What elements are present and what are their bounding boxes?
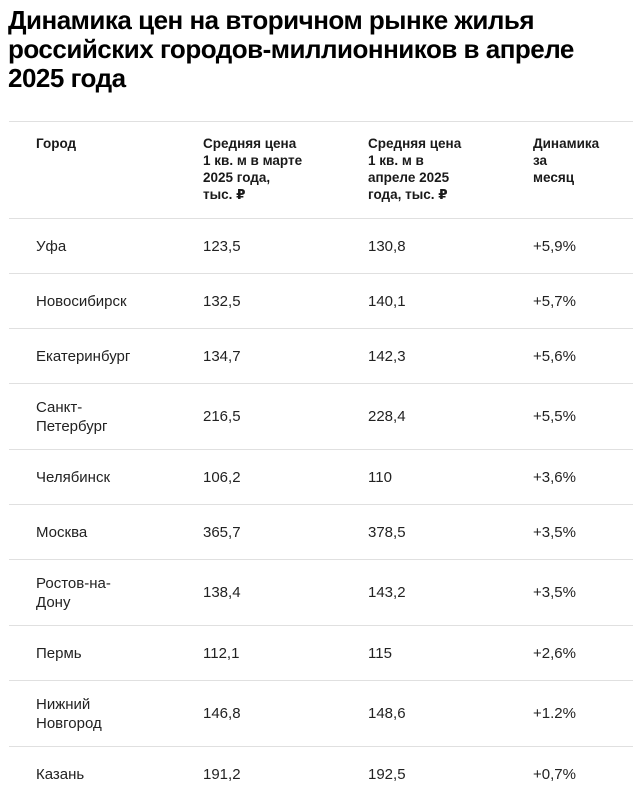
- april-price-cell: 143,2: [368, 559, 533, 626]
- table-header: Город Средняя цена 1 кв. м в марте 2025 …: [9, 121, 633, 219]
- header-row: Город Средняя цена 1 кв. м в марте 2025 …: [9, 121, 633, 219]
- april-price-cell: 192,5: [368, 746, 533, 802]
- city-cell: Москва: [9, 504, 203, 560]
- table-row: Челябинск 106,2 110 +3,6%: [9, 449, 633, 505]
- column-header-change: Динамика за месяц: [533, 121, 633, 219]
- price-table-container: Город Средняя цена 1 кв. м в марте 2025 …: [9, 121, 633, 802]
- april-price-cell: 228,4: [368, 383, 533, 450]
- city-cell: Челябинск: [9, 449, 203, 505]
- city-cell: Уфа: [9, 218, 203, 274]
- city-cell: Нижний Новгород: [9, 680, 203, 747]
- change-cell: +5,7%: [533, 273, 633, 329]
- city-cell: Екатеринбург: [9, 328, 203, 384]
- march-price-cell: 365,7: [203, 504, 368, 560]
- change-cell: +3,6%: [533, 449, 633, 505]
- column-header-city: Город: [9, 121, 203, 219]
- table-row: Москва 365,7 378,5 +3,5%: [9, 504, 633, 560]
- table-row: Уфа 123,5 130,8 +5,9%: [9, 218, 633, 274]
- change-cell: +5,9%: [533, 218, 633, 274]
- table-row: Ростов-на-Дону 138,4 143,2 +3,5%: [9, 559, 633, 626]
- april-price-cell: 148,6: [368, 680, 533, 747]
- city-cell: Ростов-на-Дону: [9, 559, 203, 626]
- city-cell: Новосибирск: [9, 273, 203, 329]
- april-price-cell: 130,8: [368, 218, 533, 274]
- column-header-price-april: Средняя цена 1 кв. м в апреле 2025 года,…: [368, 121, 533, 219]
- march-price-cell: 191,2: [203, 746, 368, 802]
- april-price-cell: 142,3: [368, 328, 533, 384]
- table-body: Уфа 123,5 130,8 +5,9% Новосибирск 132,5 …: [9, 218, 633, 802]
- change-cell: +1.2%: [533, 680, 633, 747]
- table-row: Санкт-Петербург 216,5 228,4 +5,5%: [9, 383, 633, 450]
- change-cell: +5,5%: [533, 383, 633, 450]
- price-table: Город Средняя цена 1 кв. м в марте 2025 …: [9, 121, 633, 802]
- city-cell: Пермь: [9, 625, 203, 681]
- april-price-cell: 140,1: [368, 273, 533, 329]
- column-header-price-march: Средняя цена 1 кв. м в марте 2025 года, …: [203, 121, 368, 219]
- march-price-cell: 138,4: [203, 559, 368, 626]
- change-cell: +3,5%: [533, 504, 633, 560]
- table-row: Нижний Новгород 146,8 148,6 +1.2%: [9, 680, 633, 747]
- march-price-cell: 112,1: [203, 625, 368, 681]
- change-cell: +5,6%: [533, 328, 633, 384]
- table-row: Новосибирск 132,5 140,1 +5,7%: [9, 273, 633, 329]
- page-title: Динамика цен на вторичном рынке жилья ро…: [8, 5, 574, 93]
- march-price-cell: 216,5: [203, 383, 368, 450]
- change-cell: +0,7%: [533, 746, 633, 802]
- march-price-cell: 132,5: [203, 273, 368, 329]
- march-price-cell: 106,2: [203, 449, 368, 505]
- table-row: Екатеринбург 134,7 142,3 +5,6%: [9, 328, 633, 384]
- table-row: Казань 191,2 192,5 +0,7%: [9, 746, 633, 802]
- march-price-cell: 146,8: [203, 680, 368, 747]
- city-cell: Санкт-Петербург: [9, 383, 203, 450]
- city-cell: Казань: [9, 746, 203, 802]
- april-price-cell: 110: [368, 449, 533, 505]
- april-price-cell: 378,5: [368, 504, 533, 560]
- april-price-cell: 115: [368, 625, 533, 681]
- change-cell: +3,5%: [533, 559, 633, 626]
- change-cell: +2,6%: [533, 625, 633, 681]
- march-price-cell: 134,7: [203, 328, 368, 384]
- table-row: Пермь 112,1 115 +2,6%: [9, 625, 633, 681]
- march-price-cell: 123,5: [203, 218, 368, 274]
